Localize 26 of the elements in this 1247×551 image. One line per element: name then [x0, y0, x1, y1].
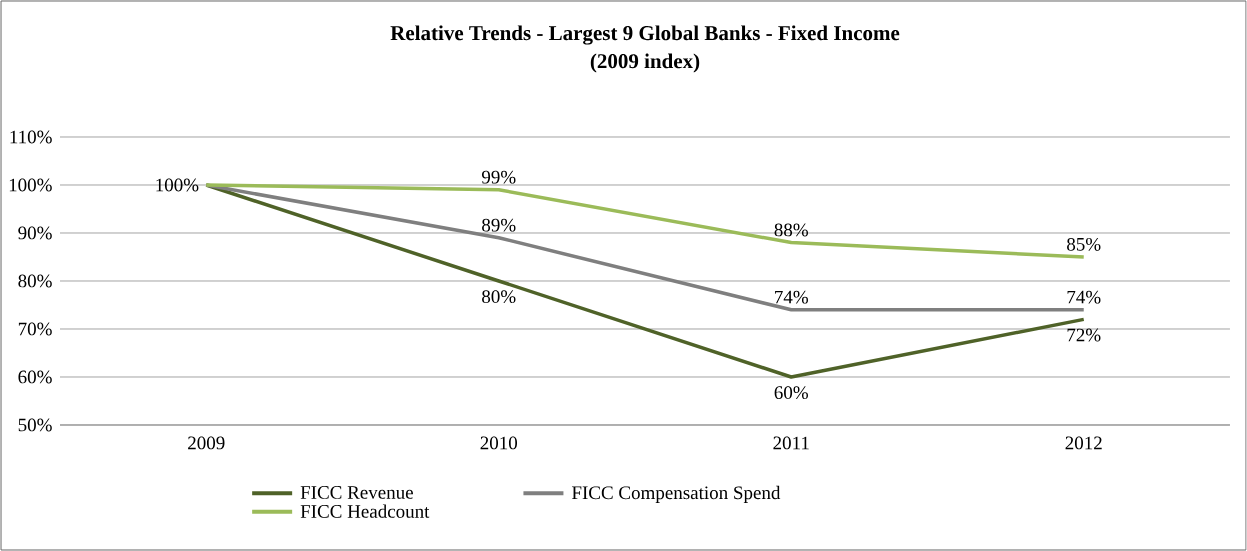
x-tick-label: 2012: [1065, 436, 1102, 450]
legend-label: FICC Headcount: [300, 504, 430, 518]
data-label: 74%: [775, 290, 808, 304]
y-tick-label: 60%: [18, 370, 52, 384]
data-label: 88%: [774, 223, 808, 237]
chart-title: Relative Trends - Largest 9 Global Banks - Fixed Income: [390, 25, 900, 45]
y-tick-label: 90%: [18, 226, 52, 240]
x-tick-label: 2011: [773, 436, 809, 450]
x-tick-label: 2009: [188, 436, 225, 450]
y-tick-label: 70%: [18, 322, 52, 336]
data-label: 72%: [1067, 328, 1101, 342]
data-label: 100%: [156, 178, 199, 192]
data-label: 74%: [1067, 290, 1101, 304]
y-tick-label: 110%: [10, 130, 52, 144]
legend-label: FICC Revenue: [300, 486, 413, 499]
data-label: 85%: [1067, 237, 1101, 251]
y-tick-label: 80%: [18, 274, 52, 288]
y-tick-label: 100%: [9, 178, 52, 192]
data-label: 60%: [774, 386, 808, 400]
legend-label: FICC Compensation Spend: [571, 485, 781, 504]
data-label: 80%: [482, 290, 516, 304]
y-tick-label: 50%: [18, 418, 52, 432]
data-label: 99%: [481, 170, 516, 184]
chart-subtitle: (2009 index): [590, 53, 700, 73]
data-label: 89%: [482, 218, 516, 232]
x-tick-label: 2010: [480, 436, 518, 450]
